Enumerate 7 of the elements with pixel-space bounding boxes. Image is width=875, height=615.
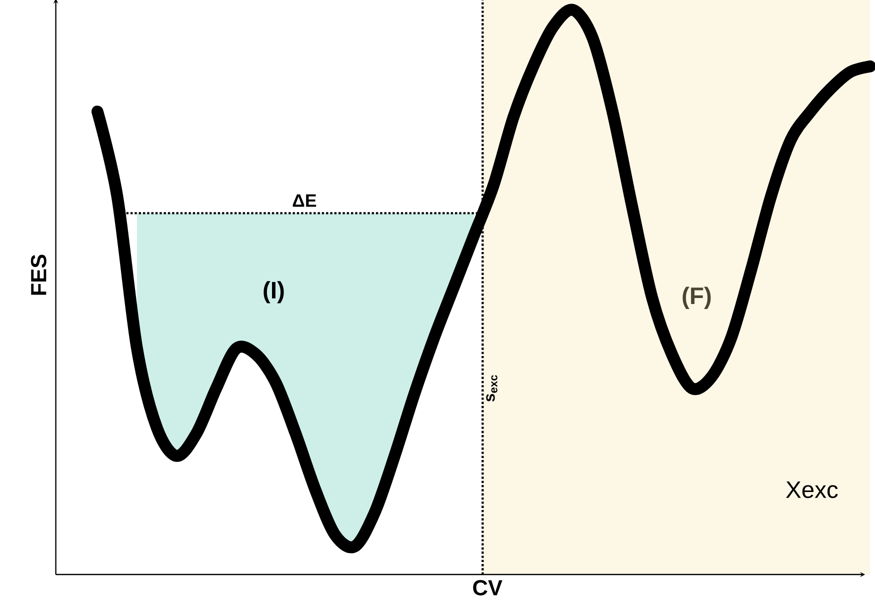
annotation: (F) bbox=[682, 286, 711, 309]
y-axis-title: FES bbox=[30, 254, 46, 295]
annotation: Xexc bbox=[786, 481, 838, 498]
ref-line-label: ΔE bbox=[292, 194, 316, 207]
x-axis-title: CV bbox=[473, 580, 502, 596]
annotation: (I) bbox=[264, 281, 284, 304]
annotation: s$_{exc}$ bbox=[486, 375, 498, 402]
